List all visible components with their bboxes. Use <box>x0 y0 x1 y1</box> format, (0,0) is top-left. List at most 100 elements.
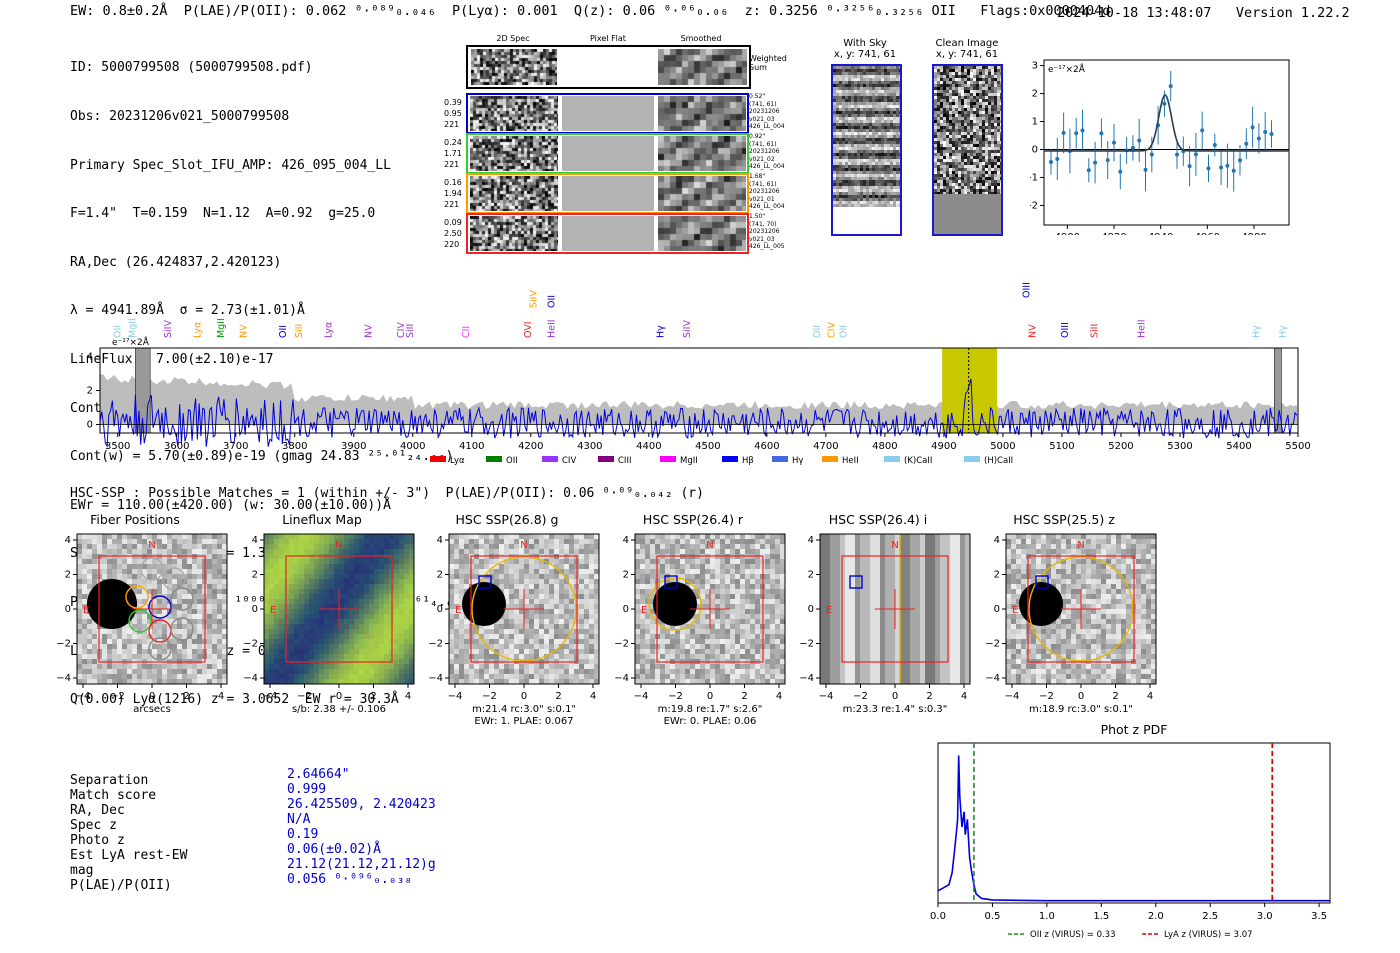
sky-pixel <box>869 183 872 186</box>
lineflux-pixel <box>334 649 339 654</box>
clean-pixel <box>961 123 964 126</box>
lineflux-pixel <box>394 639 399 644</box>
sky-pixel <box>857 117 860 120</box>
thumb-pixel <box>187 654 192 659</box>
sky-pixel <box>836 105 839 108</box>
sky-pixel <box>851 132 854 135</box>
clean-pixel <box>937 147 940 150</box>
clean-pixel <box>946 162 949 165</box>
thumb-pixel <box>142 594 147 599</box>
sky-pixel <box>857 150 860 153</box>
thumb-x-tick-label: 2 <box>183 691 189 702</box>
clean-pixel <box>973 168 976 171</box>
clean-pixel <box>955 114 958 117</box>
clean-pixel <box>937 129 940 132</box>
thumb-pixel <box>117 574 122 579</box>
thumb-pixel <box>92 559 97 564</box>
thumb-pixel <box>464 619 469 624</box>
clean-pixel <box>985 66 988 69</box>
clean-pixel <box>973 147 976 150</box>
sky-pixel <box>851 66 854 69</box>
sky-pixel <box>857 204 860 207</box>
clean-pixel <box>970 162 973 165</box>
sky-pixel <box>851 147 854 150</box>
sky-pixel <box>842 144 845 147</box>
thumb-pixel <box>172 674 177 679</box>
lineflux-pixel <box>374 569 379 574</box>
clean-pixel <box>946 72 949 75</box>
clean-pixel <box>988 189 991 192</box>
lineflux-pixel <box>299 614 304 619</box>
lineflux-pixel <box>329 534 334 539</box>
sky-pixel <box>869 72 872 75</box>
clean-pixel <box>973 144 976 147</box>
sky-pixel <box>884 135 887 138</box>
lineflux-pixel <box>334 629 339 634</box>
clean-pixel <box>994 129 997 132</box>
thumb-pixel <box>499 634 504 639</box>
sky-pixel <box>893 99 896 102</box>
sky-pixel <box>869 162 872 165</box>
lineflux-pixel <box>294 624 299 629</box>
thumb-pixel <box>207 629 212 634</box>
thumb-pixel <box>197 539 202 544</box>
sky-pixel <box>848 180 851 183</box>
clean-pixel <box>943 78 946 81</box>
lineflux-pixel <box>399 564 404 569</box>
thumb-pixel <box>162 674 167 679</box>
thumb-pixel <box>459 539 464 544</box>
thumb-pixel <box>77 544 82 549</box>
sky-pixel <box>884 126 887 129</box>
thumb-pixel <box>107 644 112 649</box>
clean-pixel <box>997 93 1000 96</box>
clean-pixel <box>934 132 937 135</box>
sky-pixel <box>839 81 842 84</box>
clean-pixel <box>946 144 949 147</box>
clean-pixel <box>1000 117 1001 120</box>
sky-pixel <box>833 198 836 201</box>
thumb-pixel <box>172 664 177 669</box>
thumb-pixel <box>117 674 122 679</box>
thumb-pixel <box>544 574 549 579</box>
lineflux-pixel <box>284 539 289 544</box>
thumb-pixel <box>82 569 87 574</box>
sky-pixel <box>896 177 899 180</box>
fit-data-point <box>1193 152 1198 157</box>
clean-pixel <box>940 87 943 90</box>
lineflux-pixel <box>344 579 349 584</box>
clean-pixel <box>958 177 961 180</box>
clean-pixel <box>958 120 961 123</box>
sky-pixel <box>833 144 836 147</box>
clean-pixel <box>952 117 955 120</box>
lineflux-pixel <box>384 574 389 579</box>
row-meta-line: v021_02 <box>749 155 775 163</box>
thumb-pixel <box>187 639 192 644</box>
row-meta-line: 20231206 <box>749 108 780 115</box>
fit-data-point <box>1200 128 1205 133</box>
thumb-pixel <box>207 614 212 619</box>
clean-pixel <box>949 150 952 153</box>
clean-pixel <box>940 108 943 111</box>
thumb-pixel <box>147 539 152 544</box>
lineflux-pixel <box>349 584 354 589</box>
sky-pixel <box>839 177 842 180</box>
thumb-pixel <box>464 634 469 639</box>
lineflux-pixel <box>349 579 354 584</box>
sky-pixel <box>881 72 884 75</box>
sky-pixel <box>845 126 848 129</box>
lineflux-pixel <box>324 614 329 619</box>
thumb-pixel <box>162 569 167 574</box>
thumb-pixel <box>534 594 539 599</box>
thumb-pixel <box>464 584 469 589</box>
thumb-pixel <box>112 679 117 684</box>
sky-pixel <box>863 129 866 132</box>
sky-pixel <box>863 189 866 192</box>
sky-pixel <box>854 156 857 159</box>
clean-pixel <box>949 186 952 189</box>
sky-pixel <box>860 126 863 129</box>
clean-pixel <box>988 111 991 114</box>
thumb-pixel <box>132 639 137 644</box>
thumb-pixel <box>207 594 212 599</box>
thumb-pixel <box>564 579 569 584</box>
clean-pixel <box>1000 90 1001 93</box>
